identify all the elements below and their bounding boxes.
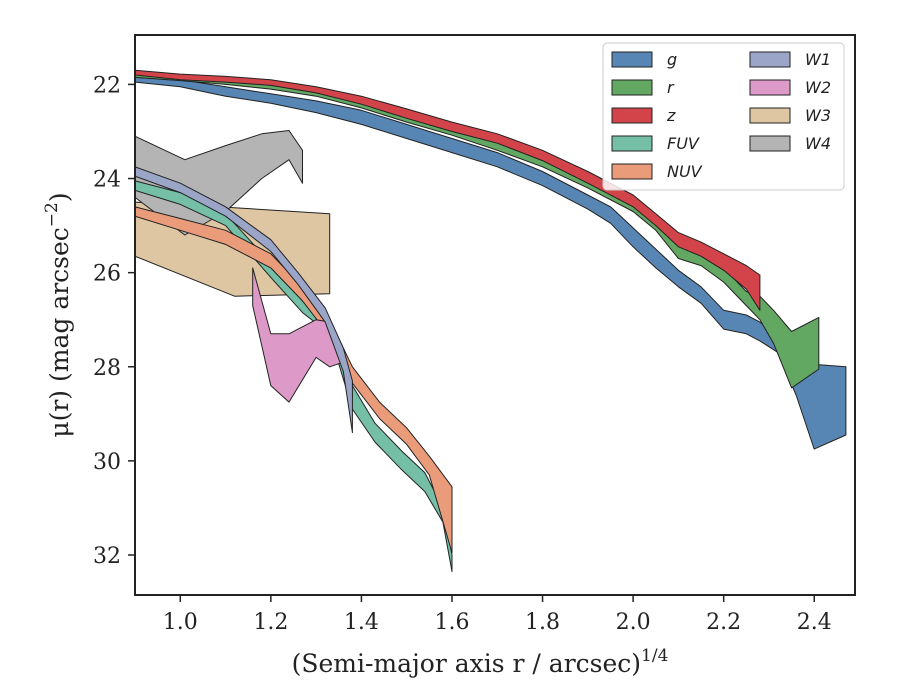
legend-item-r: r [611, 78, 675, 97]
legend-label: g [667, 50, 677, 69]
legend-item-fuv: FUV [611, 134, 700, 153]
y-axis-label-text: μ(r) (mag arcsec [45, 227, 74, 437]
x-tick-label: 1.0 [163, 610, 198, 635]
y-tick-label: 24 [93, 168, 121, 193]
y-axis-label-exponent: −2 [42, 202, 62, 227]
band-g [135, 76, 847, 450]
plot-frame [134, 34, 856, 596]
x-tick-label: 1.2 [253, 610, 288, 635]
legend: grz FUV NUV W1 W2 W3 W4 [602, 42, 845, 191]
legend-swatch [749, 135, 791, 152]
legend-swatch [749, 107, 791, 124]
legend-item-nuv: NUV [611, 162, 703, 181]
band-z [135, 69, 761, 311]
y-tick-label: 26 [93, 262, 121, 287]
legend-item-w4: W4 [749, 134, 831, 153]
legend-label: W3 [805, 106, 831, 125]
legend-label: NUV [667, 162, 703, 181]
x-tick-label: 2.4 [797, 610, 832, 635]
legend-swatch [611, 79, 653, 96]
x-tick-label: 1.6 [434, 610, 469, 635]
legend-item-g: g [611, 50, 677, 69]
legend-label: W2 [805, 78, 831, 97]
legend-label: W1 [805, 50, 831, 69]
legend-swatch [749, 51, 791, 68]
y-axis-label-tail: ) [45, 192, 74, 202]
y-tick-label: 28 [93, 356, 121, 381]
x-axis-label-exponent: 1/4 [641, 646, 668, 666]
x-tick-label: 1.8 [525, 610, 560, 635]
x-tick-label: 2.0 [616, 610, 651, 635]
legend-item-w3: W3 [749, 106, 831, 125]
legend-swatch [611, 51, 653, 68]
legend-label: FUV [667, 134, 700, 153]
legend-swatch [749, 79, 791, 96]
legend-label: r [667, 78, 675, 97]
legend-item-w2: W2 [749, 78, 831, 97]
legend-swatch [611, 107, 653, 124]
y-tick-label: 22 [93, 73, 121, 98]
x-tick-label: 1.4 [344, 610, 379, 635]
legend-swatch [611, 163, 653, 180]
x-axis-label: (Semi-major axis r / arcsec)1/4 [292, 646, 669, 678]
y-tick-label: 32 [93, 544, 121, 569]
band-w1 [135, 166, 353, 434]
legend-item-w1: W1 [749, 50, 831, 69]
profile-bands [135, 69, 847, 572]
legend-label: z [666, 106, 676, 125]
y-tick-label: 30 [93, 450, 121, 475]
y-axis-label: μ(r) (mag arcsec−2) [42, 192, 74, 437]
legend-swatch [611, 135, 653, 152]
legend-item-z: z [611, 106, 676, 125]
legend-label: W4 [805, 134, 831, 153]
band-w4 [135, 130, 303, 236]
axis-ticks: 1.0 1.2 1.4 1.6 1.8 2.0 2.2 2.4 22 24 26 28 30 32 [93, 73, 832, 635]
x-tick-label: 2.2 [706, 610, 741, 635]
x-axis-label-text: (Semi-major axis r / arcsec) [292, 649, 641, 678]
